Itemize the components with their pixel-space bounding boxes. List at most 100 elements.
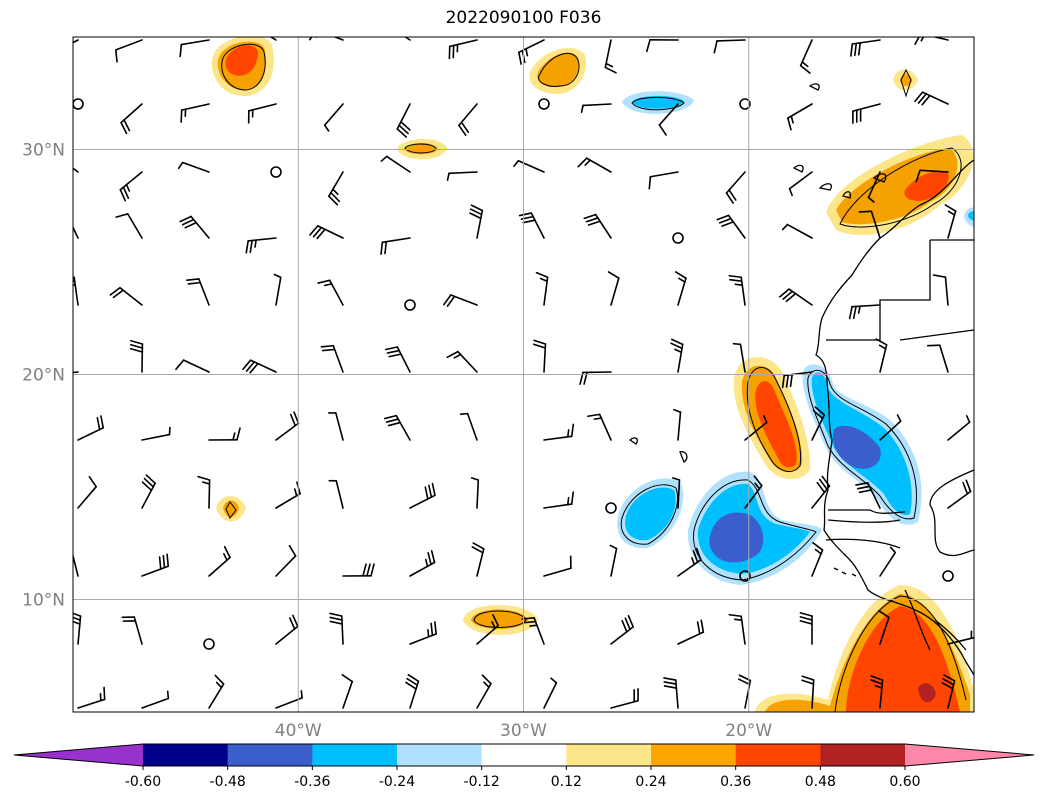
map-title: 2022090100 F036 [445,8,602,28]
wind-barb [341,674,354,709]
wind-barb [728,274,746,306]
wind-barb [848,304,881,320]
wind-barb [870,675,884,709]
wind-barb [328,479,344,509]
wind-barb [543,491,574,509]
colorbar-tick-label: 0.24 [635,774,666,790]
wind-barb [383,37,411,41]
wind-barb [674,271,687,306]
wind-barb [533,339,547,373]
wind-barb [245,237,277,254]
wind-barb [384,346,411,373]
positive-anomaly-blob [733,357,811,480]
positive-anomaly-blob [826,135,974,236]
calm-wind-circle [538,98,550,110]
colorbar-segment [481,744,567,766]
wind-barb [275,411,300,441]
wind-barb [811,475,831,509]
contour-line-layer [221,43,967,712]
wind-barb [115,39,143,63]
wind-barb [648,171,679,190]
wind-barb [77,476,97,509]
calm-wind-circle [605,502,617,514]
wind-barb [459,412,478,441]
wind-barb [677,547,702,577]
colorbar: -0.60 -0.48 -0.36 -0.24 -0.12 0.12 0.24 0.36 0.4… [13,743,1035,790]
colorbar-extend-high [905,744,1034,766]
wind-barb [579,371,612,385]
colorbar-tick-label: -0.24 [379,774,415,790]
wind-barb [725,171,746,204]
wind-barb [129,339,144,373]
wind-barb [327,412,344,441]
calm-wind-circle [73,98,84,110]
calm-wind-circle [270,166,282,178]
colorbar-tick-label: -0.36 [294,774,330,790]
colorbar-tick-label: 0.36 [720,774,751,790]
wind-barb [328,171,344,206]
wind-barb [670,338,684,373]
wind-barb [728,613,746,645]
coastline-layer [628,83,974,676]
wind-barb [580,103,612,114]
colorbar-tick-label: 0.48 [805,774,836,790]
wind-barb [458,103,478,137]
longitude-label: 40°W [275,721,322,741]
wind-barb [73,225,79,239]
wind-barb [409,482,436,509]
colorbar-segment [735,744,821,766]
wind-barb [409,550,436,577]
wind-barb [269,37,277,41]
wind-barb [811,406,826,441]
wind-barb [799,39,813,74]
wind-barb [610,614,634,645]
wind-barb [677,619,705,645]
wind-barb [787,103,813,131]
wind-barb [242,359,277,374]
wind-barb [852,103,881,124]
positive-anomaly-blob [529,47,587,95]
wind-barb [604,39,617,74]
wind-barb [405,674,420,709]
positive-anomaly-blob [216,496,246,522]
longitude-labels: 40°W 30°W 20°W [275,721,773,741]
wind-barb [77,415,104,441]
colorbar-tick-label: -0.48 [210,774,246,790]
wind-barb [141,426,171,441]
wind-barb [521,617,545,645]
calm-wind-circle [739,570,751,582]
calm-wind-circle [404,299,416,311]
wind-barb [716,214,746,239]
latitude-label: 20°N [22,366,65,386]
wind-barb [878,610,890,645]
wind-barb [383,414,411,441]
wind-barb [208,674,225,709]
wind-barb [179,39,210,58]
wind-barb-layer [73,37,974,709]
wind-barb [947,630,974,645]
wind-barb [801,675,815,709]
wind-barb [115,213,143,239]
calm-wind-circle [203,638,215,650]
colorbar-segment [227,744,313,766]
wind-barb [663,677,679,709]
wind-barb [446,350,478,373]
wind-barb [914,91,949,106]
wind-barb [587,413,612,441]
wind-barb [879,546,897,577]
wind-barb [879,414,902,441]
wind-barb [179,215,210,239]
wind-barb [73,276,79,306]
wind-barb [673,408,682,441]
wind-barb [380,237,411,256]
wind-barb [77,686,106,709]
calm-wind-circle [942,570,954,582]
wind-barb [309,37,344,41]
wind-barb [732,342,746,373]
shaded-field-layer [211,37,974,712]
wind-barb [186,278,210,306]
wind-barb [323,103,344,132]
wind-barb [208,545,231,577]
wind-barb [875,338,888,373]
